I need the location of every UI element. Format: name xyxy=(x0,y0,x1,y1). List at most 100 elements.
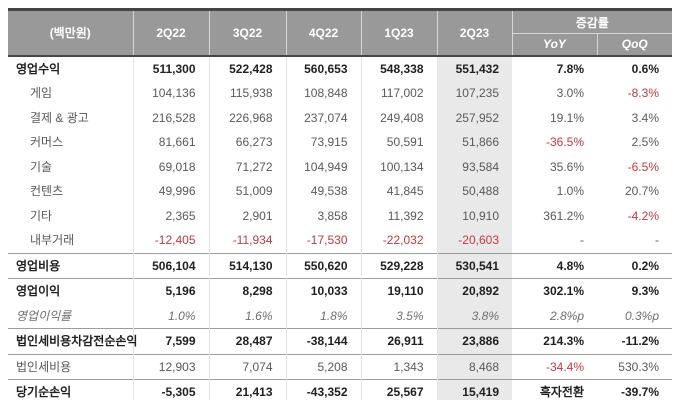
cell: -11,934 xyxy=(209,228,287,253)
cell: 23,886 xyxy=(437,328,512,354)
table-row: 기타 2,365 2,901 3,858 11,392 10,910 361.2% -4.2% xyxy=(8,203,672,228)
cell: 3.8% xyxy=(437,303,512,329)
cell: 12,903 xyxy=(133,353,210,380)
col-header-3q22: 3Q22 xyxy=(208,9,287,57)
cell: 41,845 xyxy=(361,179,438,204)
col-header-yoy: YoY xyxy=(512,33,598,57)
cell: 0.2% xyxy=(597,252,672,279)
table-row: 영업수익 511,300 522,428 560,653 548,338 551,432 7… xyxy=(8,55,672,81)
cell: 1.0% xyxy=(133,303,210,329)
cell: -4.2% xyxy=(627,208,659,223)
cell: 249,408 xyxy=(361,105,438,130)
cell: 49,538 xyxy=(286,179,362,204)
cell: -8.3% xyxy=(627,86,659,100)
row-label: 법인세비용 xyxy=(8,353,134,380)
row-label: 내부거래 xyxy=(8,228,134,253)
table-row: 결제 & 광고 216,528 226,968 237,074 249,408 257,9… xyxy=(8,105,672,130)
cell: 530,541 xyxy=(437,252,512,279)
cell: -17,530 xyxy=(286,228,362,253)
table-row: 컨텐츠 49,996 51,009 49,538 41,845 50,488 1.0% 20.… xyxy=(8,179,672,204)
col-header-4q22: 4Q22 xyxy=(285,9,362,57)
cell: -22,032 xyxy=(361,228,438,253)
cell: 117,002 xyxy=(361,81,438,106)
table-row: 내부거래 -12,405 -11,934 -17,530 -22,032 -20,603 -… xyxy=(8,228,672,253)
row-label: 영업수익 xyxy=(8,55,134,81)
cell: - xyxy=(580,233,584,247)
cell: 51,866 xyxy=(437,130,512,155)
cell: -20,603 xyxy=(437,228,512,253)
cell: 20,892 xyxy=(437,278,512,304)
row-label: 컨텐츠 xyxy=(8,179,134,204)
cell: 50,488 xyxy=(437,179,512,204)
table-row: 당기순손익 -5,305 21,413 -43,352 25,567 15,419 흑자전환… xyxy=(8,379,672,400)
cell: 1,343 xyxy=(361,353,438,380)
col-header-1q23: 1Q23 xyxy=(360,9,438,57)
cell: 0.6% xyxy=(631,61,659,76)
cell: 551,432 xyxy=(437,55,512,81)
cell: -6.5% xyxy=(627,159,659,174)
cell: 107,235 xyxy=(437,81,512,106)
cell: 7.8% xyxy=(556,61,584,76)
cell: 548,338 xyxy=(361,55,438,81)
cell: 0.3%p xyxy=(624,308,659,323)
cell: 81,661 xyxy=(133,130,210,155)
cell: 104,949 xyxy=(286,154,362,179)
cell: 9.3% xyxy=(597,278,672,304)
col-header-qoq: QoQ xyxy=(596,33,672,57)
cell: -36.5% xyxy=(545,135,584,149)
cell: 28,487 xyxy=(209,328,287,354)
row-label: 게임 xyxy=(8,81,134,106)
col-header-2q23: 2Q23 xyxy=(436,9,513,57)
cell: 21,413 xyxy=(209,379,287,400)
cell: 35.6% xyxy=(549,159,584,174)
cell: -12,405 xyxy=(133,228,210,253)
cell: -43,352 xyxy=(286,379,362,400)
cell: 10,033 xyxy=(286,278,362,304)
cell: 514,130 xyxy=(209,252,287,279)
cell: -34.4% xyxy=(512,353,597,380)
growth-rate-header: 증감률 xyxy=(511,9,672,34)
cell: 49,996 xyxy=(133,179,210,204)
cell: 19,110 xyxy=(361,278,438,304)
row-label: 영업이익률 xyxy=(8,303,134,329)
cell: 302.1% xyxy=(512,278,597,304)
cell: 19.1% xyxy=(549,110,584,125)
cell: -38,144 xyxy=(286,328,362,354)
cell: 529,228 xyxy=(361,252,438,279)
row-label: 당기순손익 xyxy=(8,379,134,400)
cell: -11.2% xyxy=(597,328,672,354)
cell: 5,208 xyxy=(286,353,362,380)
cell: -39.7% xyxy=(597,379,672,400)
cell: 15,419 xyxy=(437,379,512,400)
table-body: 영업수익 511,300 522,428 560,653 548,338 551,432 7… xyxy=(8,55,672,400)
table-row: 영업이익 5,196 8,298 10,033 19,110 20,892 302.1% 9.… xyxy=(8,278,672,304)
cell: - xyxy=(655,233,659,247)
cell: 115,938 xyxy=(209,81,287,106)
cell: 511,300 xyxy=(133,55,210,81)
cell: 2.5% xyxy=(631,135,659,149)
table-row: 법인세비용 12,903 7,074 5,208 1,343 8,468 -34.4% 530… xyxy=(8,353,672,380)
table-header: (백만원) 2Q22 3Q22 4Q22 1Q23 2Q23 증감률 YoY Q… xyxy=(8,9,672,57)
cell: 3.4% xyxy=(631,110,659,125)
cell: 7,599 xyxy=(133,328,210,354)
cell: 1.0% xyxy=(556,184,584,198)
table-row: 커머스 81,661 66,273 73,915 50,591 51,866 -36.5% 2… xyxy=(8,130,672,155)
cell: -5,305 xyxy=(133,379,210,400)
cell: 25,567 xyxy=(361,379,438,400)
cell: 11,392 xyxy=(361,203,438,228)
row-label: 기타 xyxy=(8,203,134,228)
cell: 216,528 xyxy=(133,105,210,130)
cell: 7,074 xyxy=(209,353,287,380)
row-label: 법인세비용차감전순손익 xyxy=(8,328,137,354)
cell: 257,952 xyxy=(437,105,512,130)
cell: 5,196 xyxy=(133,278,210,304)
cell: 361.2% xyxy=(543,208,584,223)
cell: 3.5% xyxy=(361,303,438,329)
cell: 4.8% xyxy=(512,252,597,279)
table-row: 법인세비용차감전순손익 7,599 28,487 -38,144 26,911 23,88… xyxy=(8,328,672,354)
financial-table: (백만원) 2Q22 3Q22 4Q22 1Q23 2Q23 증감률 YoY Q… xyxy=(8,8,672,400)
cell: 3.0% xyxy=(556,86,584,100)
cell: 530.3% xyxy=(597,353,672,380)
row-label: 영업이익 xyxy=(8,278,134,304)
